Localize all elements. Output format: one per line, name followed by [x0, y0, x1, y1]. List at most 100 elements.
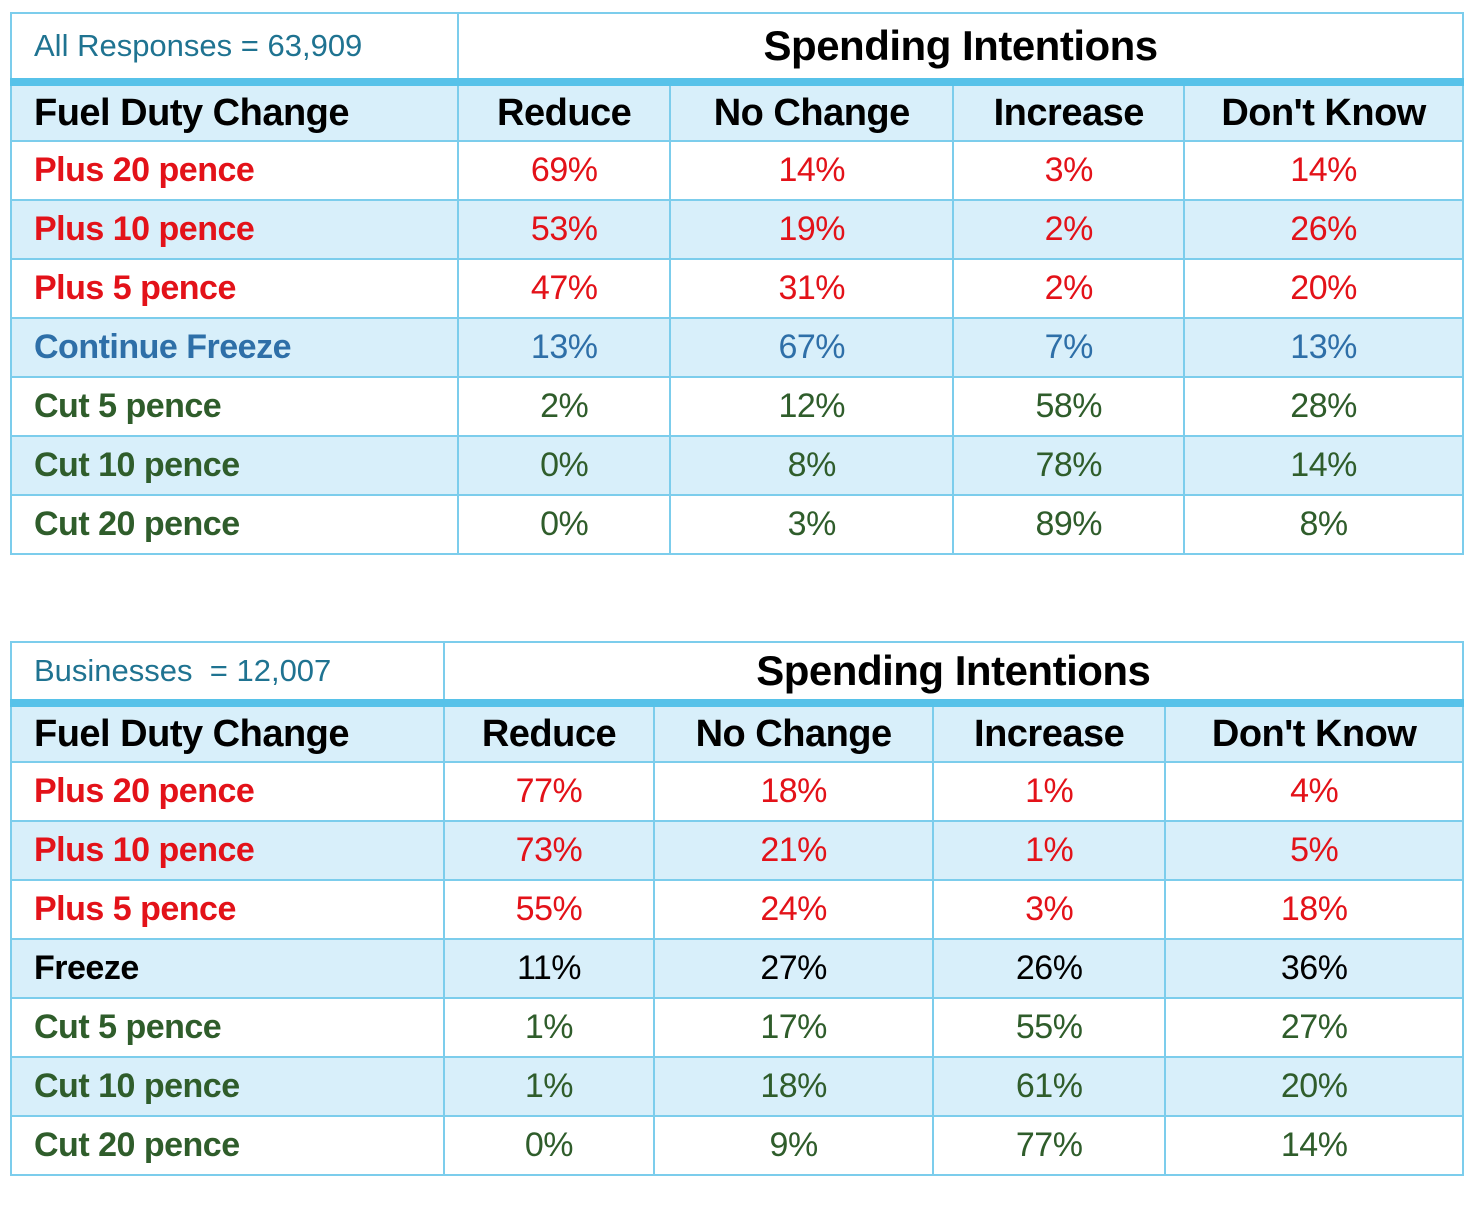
row-label: Cut 20 pence [10, 1115, 445, 1176]
value-cell: 28% [1183, 376, 1464, 437]
row-label: Plus 20 pence [9, 140, 460, 201]
value-cell: 27% [653, 938, 934, 999]
table-row: Plus 10 pence 73% 21% 1% 5% [10, 820, 1464, 881]
column-header-increase: Increase [952, 81, 1186, 142]
value-cell: 55% [442, 879, 656, 940]
value-cell: 12% [669, 376, 955, 437]
value-cell: 61% [931, 1056, 1167, 1117]
row-label: Cut 5 pence [9, 376, 460, 437]
table-body: Plus 20 pence 77% 18% 1% 4% Plus 10 pence 73% 2… [10, 761, 1464, 1176]
row-label: Plus 10 pence [9, 199, 460, 260]
value-cell: 1% [442, 1056, 656, 1117]
value-cell: 5% [1164, 820, 1464, 881]
row-label: Cut 10 pence [10, 1056, 445, 1117]
value-cell: 0% [442, 1115, 656, 1176]
title-row: Businesses = 12,007 Spending Intentions [10, 641, 1465, 707]
table-row: Cut 5 pence 2% 12% 58% 28% [9, 376, 1464, 437]
column-header-no-change: No Change [669, 81, 955, 142]
value-cell: 36% [1164, 938, 1464, 999]
table-row: Cut 10 pence 1% 18% 61% 20% [10, 1056, 1464, 1117]
table-row: Plus 20 pence 77% 18% 1% 4% [10, 761, 1464, 822]
table-row: Plus 20 pence 69% 14% 3% 14% [9, 140, 1464, 201]
column-header-reduce: Reduce [457, 81, 672, 142]
value-cell: 26% [931, 938, 1167, 999]
sample-size-caption: All Responses = 63,909 [9, 12, 460, 86]
value-cell: 31% [669, 258, 955, 319]
column-header-row: Fuel Duty Change Reduce No Change Increa… [9, 81, 1464, 142]
row-label: Freeze [10, 938, 445, 999]
value-cell: 67% [669, 317, 955, 378]
value-cell: 0% [457, 494, 672, 555]
column-header-dont-know: Don't Know [1183, 81, 1464, 142]
table-row: Cut 10 pence 0% 8% 78% 14% [9, 435, 1464, 496]
sample-size-caption: Businesses = 12,007 [10, 641, 445, 707]
value-cell: 77% [442, 761, 656, 822]
value-cell: 47% [457, 258, 672, 319]
value-cell: 2% [952, 258, 1186, 319]
value-cell: 13% [1183, 317, 1464, 378]
value-cell: 55% [931, 997, 1167, 1058]
value-cell: 1% [931, 761, 1167, 822]
value-cell: 13% [457, 317, 672, 378]
value-cell: 27% [1164, 997, 1464, 1058]
value-cell: 1% [442, 997, 656, 1058]
table-title: Spending Intentions [457, 12, 1464, 86]
value-cell: 53% [457, 199, 672, 260]
title-row: All Responses = 63,909 Spending Intentio… [9, 12, 1464, 86]
value-cell: 18% [1164, 879, 1464, 940]
value-cell: 78% [952, 435, 1186, 496]
row-label: Plus 5 pence [10, 879, 445, 940]
table-row: Plus 10 pence 53% 19% 2% 26% [9, 199, 1464, 260]
value-cell: 18% [653, 1056, 934, 1117]
row-label: Plus 10 pence [10, 820, 445, 881]
row-label: Cut 20 pence [9, 494, 460, 555]
all-responses-table: All Responses = 63,909 Spending Intentio… [9, 12, 1464, 555]
column-header-fuel-duty-change: Fuel Duty Change [10, 702, 445, 763]
column-header-dont-know: Don't Know [1164, 702, 1464, 763]
value-cell: 18% [653, 761, 934, 822]
column-header-no-change: No Change [653, 702, 934, 763]
column-header-fuel-duty-change: Fuel Duty Change [9, 81, 460, 142]
businesses-table: Businesses = 12,007 Spending Intentions … [10, 641, 1465, 1176]
value-cell: 89% [952, 494, 1186, 555]
value-cell: 9% [653, 1115, 934, 1176]
value-cell: 2% [952, 199, 1186, 260]
table-row: Plus 5 pence 55% 24% 3% 18% [10, 879, 1464, 940]
value-cell: 73% [442, 820, 656, 881]
value-cell: 26% [1183, 199, 1464, 260]
row-label: Continue Freeze [9, 317, 460, 378]
value-cell: 58% [952, 376, 1186, 437]
table-row: Cut 20 pence 0% 9% 77% 14% [10, 1115, 1464, 1176]
value-cell: 3% [669, 494, 955, 555]
value-cell: 7% [952, 317, 1186, 378]
value-cell: 21% [653, 820, 934, 881]
table-row: Plus 5 pence 47% 31% 2% 20% [9, 258, 1464, 319]
value-cell: 3% [952, 140, 1186, 201]
column-header-reduce: Reduce [442, 702, 656, 763]
value-cell: 14% [1183, 140, 1464, 201]
table-row: Cut 5 pence 1% 17% 55% 27% [10, 997, 1464, 1058]
value-cell: 8% [1183, 494, 1464, 555]
row-label: Cut 5 pence [10, 997, 445, 1058]
column-header-row: Fuel Duty Change Reduce No Change Increa… [10, 702, 1464, 763]
value-cell: 24% [653, 879, 934, 940]
value-cell: 0% [457, 435, 672, 496]
value-cell: 19% [669, 199, 955, 260]
table-title: Spending Intentions [442, 641, 1465, 707]
value-cell: 11% [442, 938, 656, 999]
value-cell: 20% [1183, 258, 1464, 319]
value-cell: 77% [931, 1115, 1167, 1176]
table-row: Continue Freeze 13% 67% 7% 13% [9, 317, 1464, 378]
value-cell: 14% [1164, 1115, 1464, 1176]
table-body: Plus 20 pence 69% 14% 3% 14% Plus 10 pence 53%… [9, 140, 1464, 555]
value-cell: 17% [653, 997, 934, 1058]
value-cell: 3% [931, 879, 1167, 940]
value-cell: 69% [457, 140, 672, 201]
value-cell: 14% [1183, 435, 1464, 496]
value-cell: 1% [931, 820, 1167, 881]
table-row: Cut 20 pence 0% 3% 89% 8% [9, 494, 1464, 555]
table-row: Freeze 11% 27% 26% 36% [10, 938, 1464, 999]
column-header-increase: Increase [931, 702, 1167, 763]
value-cell: 20% [1164, 1056, 1464, 1117]
